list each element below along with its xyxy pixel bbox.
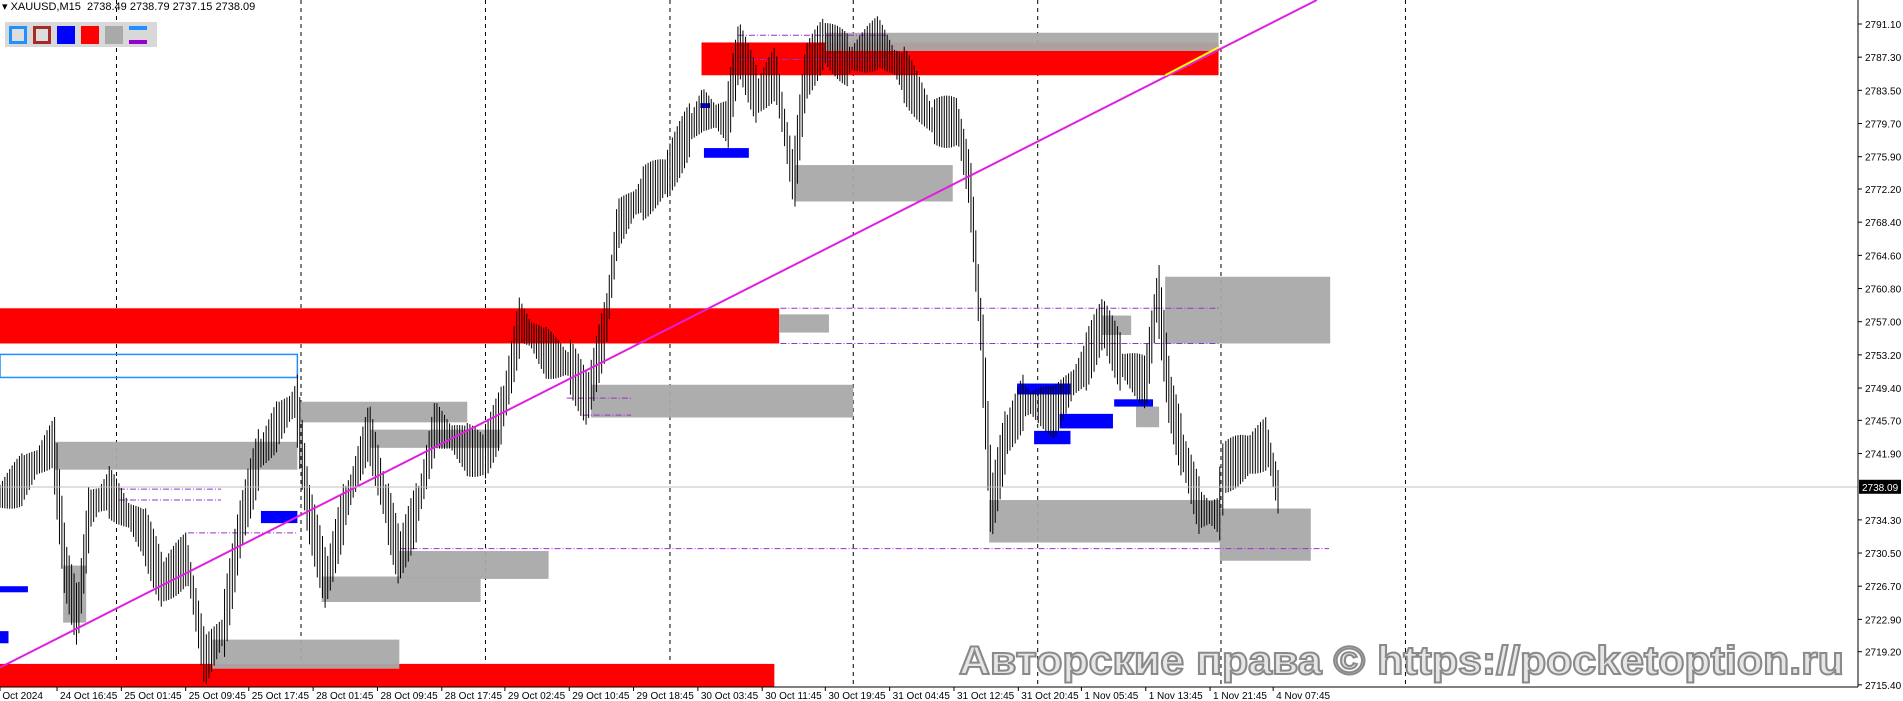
watermark: Авторские права © https://pocketoption.r… bbox=[959, 639, 1844, 683]
symbol-label: XAUUSD,M15 bbox=[10, 1, 81, 13]
price-tick-label: 2783.50 bbox=[1865, 86, 1902, 97]
time-tick-label: 29 Oct 18:45 bbox=[637, 691, 695, 701]
price-tick-label: 2760.80 bbox=[1865, 285, 1902, 296]
price-tick-label: 2772.20 bbox=[1865, 185, 1902, 196]
price-tick-label: 2764.60 bbox=[1865, 251, 1902, 262]
price-tick-label: 2726.70 bbox=[1865, 582, 1902, 593]
red-rectangle-tool-icon[interactable] bbox=[33, 25, 51, 44]
drawing-toolbar bbox=[5, 22, 157, 47]
zone-gray bbox=[212, 639, 400, 669]
price-tick-label: 2745.70 bbox=[1865, 416, 1902, 427]
time-tick-label: 4 Oct 2024 bbox=[0, 691, 43, 701]
time-tick-label: 1 Nov 13:45 bbox=[1149, 691, 1203, 701]
price-tick-label: 2719.20 bbox=[1865, 648, 1902, 659]
price-tick-label: 2768.40 bbox=[1865, 218, 1902, 229]
time-tick-label: 31 Oct 04:45 bbox=[893, 691, 951, 701]
zone-gray bbox=[321, 576, 481, 602]
red-fill-tool-icon[interactable] bbox=[81, 25, 99, 44]
price-tick-label: 2741.90 bbox=[1865, 450, 1902, 461]
price-tick-label: 2715.40 bbox=[1865, 681, 1902, 692]
zone-gray bbox=[825, 32, 1219, 51]
time-tick-label: 25 Oct 01:45 bbox=[124, 691, 182, 701]
zone-blue bbox=[1059, 413, 1113, 429]
zone-gray bbox=[794, 165, 953, 202]
time-tick-label: 1 Nov 05:45 bbox=[1084, 691, 1138, 701]
zone-gray bbox=[1165, 276, 1331, 344]
price-tick-label: 2791.10 bbox=[1865, 20, 1902, 31]
time-tick-label: 31 Oct 12:45 bbox=[957, 691, 1015, 701]
time-tick-label: 28 Oct 17:45 bbox=[445, 691, 503, 701]
time-tick-label: 31 Oct 20:45 bbox=[1021, 691, 1079, 701]
zone-blue bbox=[1017, 383, 1071, 395]
grid-lines bbox=[116, 0, 1406, 687]
zone-gray bbox=[54, 441, 298, 470]
time-tick-label: 30 Oct 03:45 bbox=[701, 691, 759, 701]
price-tick-label: 2775.90 bbox=[1865, 153, 1902, 164]
time-tick-label: 30 Oct 11:45 bbox=[765, 691, 822, 701]
dashed-levels bbox=[118, 34, 1330, 550]
time-tick-label: 25 Oct 17:45 bbox=[252, 691, 310, 701]
zone-blue bbox=[0, 631, 9, 644]
blue-rectangle-tool-icon[interactable] bbox=[9, 25, 27, 44]
zone-blue bbox=[700, 103, 711, 109]
zone-gray bbox=[1136, 406, 1160, 428]
time-tick-label: 4 Nov 07:45 bbox=[1276, 691, 1330, 701]
trendline-segment bbox=[0, 0, 1318, 669]
zone-blue bbox=[1034, 430, 1071, 445]
zones bbox=[0, 32, 1331, 687]
time-tick-label: 24 Oct 16:45 bbox=[60, 691, 118, 701]
zone-gray bbox=[1219, 508, 1311, 561]
price-tick-label: 2757.00 bbox=[1865, 318, 1902, 329]
zone-blue bbox=[260, 510, 298, 524]
zone-blue bbox=[1114, 399, 1154, 407]
price-tick-label: 2749.40 bbox=[1865, 384, 1902, 395]
price-axis-labels: 2791.10 2787.30 2783.50 2779.70 2775.90 2772.… bbox=[1858, 20, 1902, 692]
zone-blue bbox=[703, 148, 749, 158]
zone-gray bbox=[779, 314, 829, 333]
time-tick-label: 28 Oct 01:45 bbox=[316, 691, 374, 701]
lines-tool-icon[interactable] bbox=[129, 25, 147, 44]
zone-gray bbox=[299, 401, 468, 423]
zone-gray bbox=[399, 551, 549, 579]
trendline[interactable] bbox=[0, 0, 1318, 669]
ohlc-label: 2738.49 2738.79 2737.15 2738.09 bbox=[87, 1, 256, 13]
time-tick-label: 30 Oct 19:45 bbox=[828, 691, 886, 701]
last-price-badge bbox=[1859, 479, 1901, 494]
blue-fill-tool-icon[interactable] bbox=[57, 25, 75, 44]
price-tick-label: 2753.20 bbox=[1865, 351, 1902, 362]
zone-blue-outline bbox=[0, 353, 299, 379]
price-tick-label: 2730.50 bbox=[1865, 549, 1902, 560]
time-tick-label: 25 Oct 09:45 bbox=[189, 691, 247, 701]
time-tick-label: 1 Nov 21:45 bbox=[1213, 691, 1267, 701]
time-tick-label: 29 Oct 10:45 bbox=[572, 691, 630, 701]
price-tick-label: 2779.70 bbox=[1865, 120, 1902, 131]
price-tick-label: 2722.90 bbox=[1865, 615, 1902, 626]
time-tick-label: 29 Oct 02:45 bbox=[508, 691, 566, 701]
zone-red bbox=[0, 308, 780, 344]
time-axis-labels: 4 Oct 2024 24 Oct 16:45 25 Oct 01:45 25 Oct… bbox=[0, 687, 1331, 701]
last-price-label: 2738.09 bbox=[1862, 483, 1899, 494]
zone-gray bbox=[591, 384, 854, 418]
zone-gray bbox=[1102, 315, 1132, 335]
zone-blue bbox=[0, 586, 28, 593]
gray-fill-tool-icon[interactable] bbox=[105, 25, 123, 44]
time-tick-label: 28 Oct 09:45 bbox=[380, 691, 438, 701]
header-arrow-icon[interactable]: ▾ bbox=[2, 1, 8, 13]
zone-gray bbox=[989, 500, 1220, 543]
trendline-highlight bbox=[1164, 46, 1220, 77]
zone-red bbox=[0, 663, 775, 687]
price-tick-label: 2734.30 bbox=[1865, 516, 1902, 527]
candles bbox=[0, 16, 1279, 684]
price-tick-label: 2787.30 bbox=[1865, 53, 1902, 64]
chart-header: ▾ XAUUSD,M15 2738.49 2738.79 2737.15 273… bbox=[2, 0, 255, 13]
